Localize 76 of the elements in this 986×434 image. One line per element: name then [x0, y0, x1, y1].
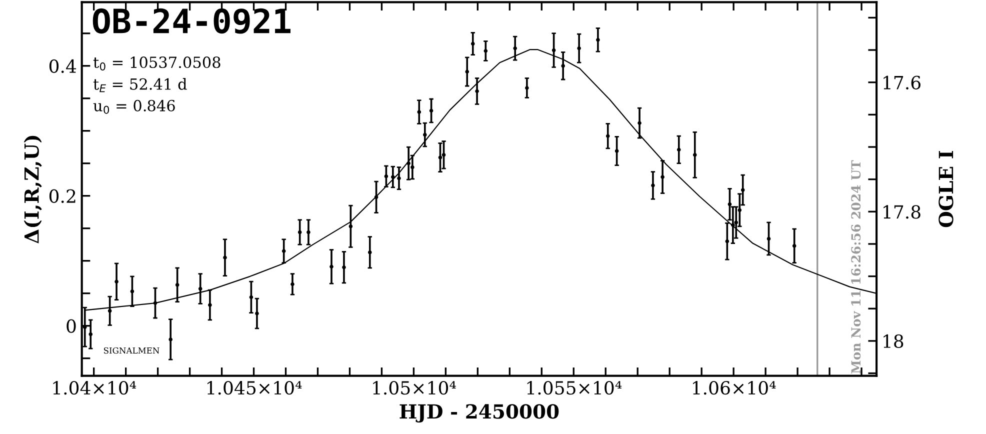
- y2-tick-label: 17.6: [884, 76, 920, 90]
- point: [442, 152, 446, 157]
- point: [766, 236, 771, 241]
- y2-tick-label: 17.8: [884, 205, 920, 219]
- point: [168, 338, 172, 342]
- x-tick-label: 1.055×10⁴: [527, 381, 622, 395]
- x-tick-label: 1.06×10⁴: [693, 381, 776, 395]
- point: [397, 176, 401, 180]
- point: [651, 184, 655, 188]
- point: [660, 175, 664, 179]
- point: [208, 303, 212, 307]
- x-tick-label: 1.05×10⁴: [373, 381, 456, 395]
- point: [676, 148, 681, 152]
- point: [417, 110, 422, 114]
- point: [114, 280, 118, 284]
- point: [282, 249, 286, 253]
- chart-title: OB-24-0921: [92, 8, 290, 34]
- point: [728, 202, 732, 206]
- point: [725, 239, 730, 244]
- annotation: SIGNALMEN: [104, 347, 160, 354]
- point: [384, 174, 388, 178]
- point: [731, 223, 735, 227]
- point: [692, 152, 697, 157]
- x-tick-label: 1.04×10⁴: [53, 381, 136, 395]
- point: [577, 46, 581, 50]
- point: [470, 42, 475, 46]
- point: [792, 244, 796, 248]
- point: [330, 264, 334, 269]
- point: [475, 89, 479, 94]
- point: [429, 108, 434, 113]
- y-axis-title: Δ(I,R,Z,U): [24, 136, 42, 244]
- point: [525, 86, 529, 90]
- point: [223, 256, 227, 260]
- point: [606, 134, 610, 138]
- point: [198, 286, 202, 291]
- point: [513, 46, 517, 50]
- y2-axis-title: OGLE I: [938, 150, 954, 228]
- point: [342, 265, 346, 270]
- annotation: u$_{0}$ = 0.846: [93, 100, 175, 114]
- point: [638, 121, 642, 125]
- point: [290, 282, 294, 286]
- annotation: t$_{0}$ = 10537.0508: [93, 56, 220, 70]
- point: [406, 161, 410, 166]
- point: [374, 195, 378, 200]
- point: [88, 332, 93, 336]
- point: [465, 70, 470, 74]
- point: [130, 289, 134, 294]
- annotation: Mon Nov 11 16:26:56 2024 UT: [851, 160, 861, 374]
- point: [740, 188, 745, 192]
- y-tick-label: 0.4: [49, 59, 76, 73]
- x-axis-title: HJD - 2450000: [400, 404, 559, 423]
- point: [348, 224, 353, 228]
- y2-tick-label: 18: [884, 334, 904, 348]
- point: [738, 208, 742, 212]
- point: [298, 230, 302, 234]
- x-tick-label: 1.045×10⁴: [207, 381, 302, 395]
- point: [249, 295, 254, 300]
- point: [368, 250, 372, 254]
- point: [734, 220, 738, 224]
- y-tick-label: 0.2: [49, 189, 76, 203]
- point: [255, 312, 259, 316]
- point: [306, 230, 310, 234]
- point: [391, 175, 395, 179]
- point: [410, 165, 414, 170]
- point: [596, 38, 600, 42]
- point: [614, 149, 619, 153]
- point: [423, 132, 427, 137]
- y-tick-label: 0: [66, 319, 76, 333]
- point: [153, 301, 158, 305]
- point: [438, 156, 442, 160]
- point: [561, 64, 565, 68]
- point: [108, 308, 112, 313]
- point: [552, 48, 556, 52]
- point: [175, 282, 180, 287]
- annotation: t$_{E}$ = 52.41 d: [93, 78, 187, 92]
- point: [484, 49, 488, 53]
